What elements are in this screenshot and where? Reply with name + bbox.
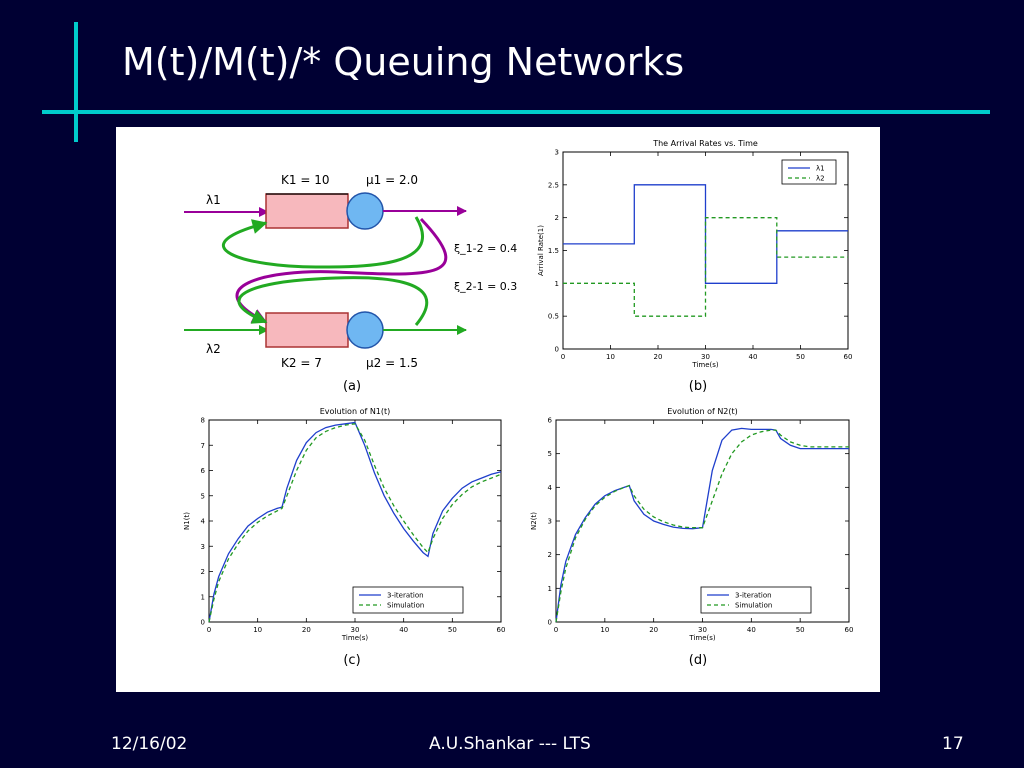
network-diagram: λ1 K1 = 10 μ1 = 2.0 λ2 K2 = 7 μ2 = 1.5 ξ_1-2 =… [184,173,517,394]
figure-panel: λ1 K1 = 10 μ1 = 2.0 λ2 K2 = 7 μ2 = 1.5 ξ_1-2 =… [116,127,880,692]
server1 [346,192,384,230]
footer-page-number: 17 [942,734,964,754]
legend-label-b-0: λ1 [816,165,825,173]
chart-title-d: Evolution of N2(t) [667,407,738,416]
legend-box-d [700,586,812,614]
x-tick-label-c: 40 [399,626,408,634]
y-tick-label-d: 1 [548,585,552,593]
y-tick-label-b: 1.5 [548,247,559,255]
legend-box-c [352,586,464,614]
series-line-d-0 [555,427,849,623]
chart-c: Evolution of N1(t) 0 10 20 30 40 50 60 0 1 2 3 4 5 6 7 8… [183,407,505,668]
y-tick-label-c: 2 [201,568,205,576]
chart-title-c: Evolution of N1(t) [320,407,391,416]
y-tick-label-b: 3 [555,149,559,157]
mu2-label: μ2 = 1.5 [366,356,418,370]
caption-b: (b) [689,379,707,394]
x-tick-label-d: 40 [747,626,756,634]
y-tick-label-c: 3 [201,543,205,551]
y-tick-label-d: 2 [548,551,552,559]
series-line-c-0 [208,421,502,623]
y-axis-label-c: N1(t) [183,512,191,530]
routing-loop-1-to-2 [235,217,448,324]
x-tick-label-d: 60 [845,626,854,634]
routing-prob-1-2: ξ_1-2 = 0.4 [454,242,517,255]
accent-rule-horizontal [42,110,990,114]
x-tick-label-c: 60 [497,626,506,634]
x-tick-label-b: 40 [749,353,758,361]
x-tick-label-b: 30 [701,353,710,361]
legend-label-b-1: λ2 [816,175,825,183]
y-tick-label-d: 6 [548,417,553,425]
y-tick-label-d: 0 [548,619,552,627]
footer-author: A.U.Shankar --- LTS [429,734,591,754]
y-tick-label-c: 6 [201,467,206,475]
k2-label: K2 = 7 [281,356,322,370]
caption-d: (d) [689,653,707,668]
figure-graphic: λ1 K1 = 10 μ1 = 2.0 λ2 K2 = 7 μ2 = 1.5 ξ_1-2 =… [183,139,853,668]
slide-title: M(t)/M(t)/* Queuing Networks [122,40,685,84]
series-line-c-1 [208,423,502,623]
y-tick-label-b: 1 [555,280,559,288]
routing-prob-2-1: ξ_2-1 = 0.3 [454,280,517,293]
y-tick-label-c: 5 [201,492,205,500]
y-tick-label-b: 2.5 [548,181,559,189]
y-tick-label-b: 0.5 [548,313,559,321]
y-tick-label-d: 4 [548,484,553,492]
y-tick-label-c: 8 [201,417,205,425]
y-tick-label-b: 0 [555,346,559,354]
queue2-buffer [265,312,349,348]
x-tick-label-c: 30 [351,626,360,634]
series-line-b-1 [563,217,848,317]
legend-label-d-1: Simulation [735,602,772,610]
x-tick-label-b: 60 [844,353,853,361]
server2 [346,311,384,349]
routing-loop-2-to-1 [222,216,425,269]
x-tick-label-b: 10 [606,353,615,361]
y-tick-label-b: 2 [555,214,559,222]
chart-d: Evolution of N2(t) 0 10 20 30 40 50 60 0 1 2 3 4 5 6 Ti… [530,407,853,668]
x-tick-label-d: 20 [649,626,658,634]
legend-box-b [781,159,837,185]
y-axis-label-d: N2(t) [530,512,538,530]
y-tick-label-c: 1 [201,593,205,601]
y-tick-label-d: 3 [548,518,552,526]
x-tick-label-c: 50 [448,626,457,634]
x-tick-label-b: 0 [561,353,565,361]
x-tick-label-d: 0 [554,626,558,634]
accent-rule-vertical [74,22,78,142]
legend-label-d-0: 3-iteration [735,592,772,600]
queue1-buffer [265,193,349,229]
lambda2-label: λ2 [206,342,221,356]
k1-label: K1 = 10 [281,173,329,187]
legend-label-c-0: 3-iteration [387,592,424,600]
mu1-label: μ1 = 2.0 [366,173,418,187]
lambda1-label: λ1 [206,193,221,207]
legend-label-c-1: Simulation [387,602,424,610]
chart-title-b: The Arrival Rates vs. Time [652,139,758,148]
x-tick-label-c: 20 [302,626,311,634]
footer-date: 12/16/02 [111,734,188,754]
caption-a: (a) [343,379,361,394]
y-tick-label-c: 4 [201,518,206,526]
x-axis-label-c: Time(s) [341,634,369,642]
x-tick-label-c: 0 [207,626,211,634]
y-tick-label-c: 0 [201,619,205,627]
y-axis-label-b: Arrival Rate(1) [537,225,545,276]
x-tick-label-d: 50 [796,626,805,634]
x-axis-label-d: Time(s) [688,634,716,642]
x-tick-label-b: 50 [796,353,805,361]
y-tick-label-d: 5 [548,450,552,458]
x-tick-label-d: 10 [600,626,609,634]
caption-c: (c) [343,653,360,668]
routing-loop-2-to-2 [237,276,429,326]
x-tick-label-b: 20 [654,353,663,361]
y-tick-label-c: 7 [201,442,205,450]
x-tick-label-c: 10 [253,626,262,634]
x-axis-label-b: Time(s) [691,361,719,369]
x-tick-label-d: 30 [698,626,707,634]
